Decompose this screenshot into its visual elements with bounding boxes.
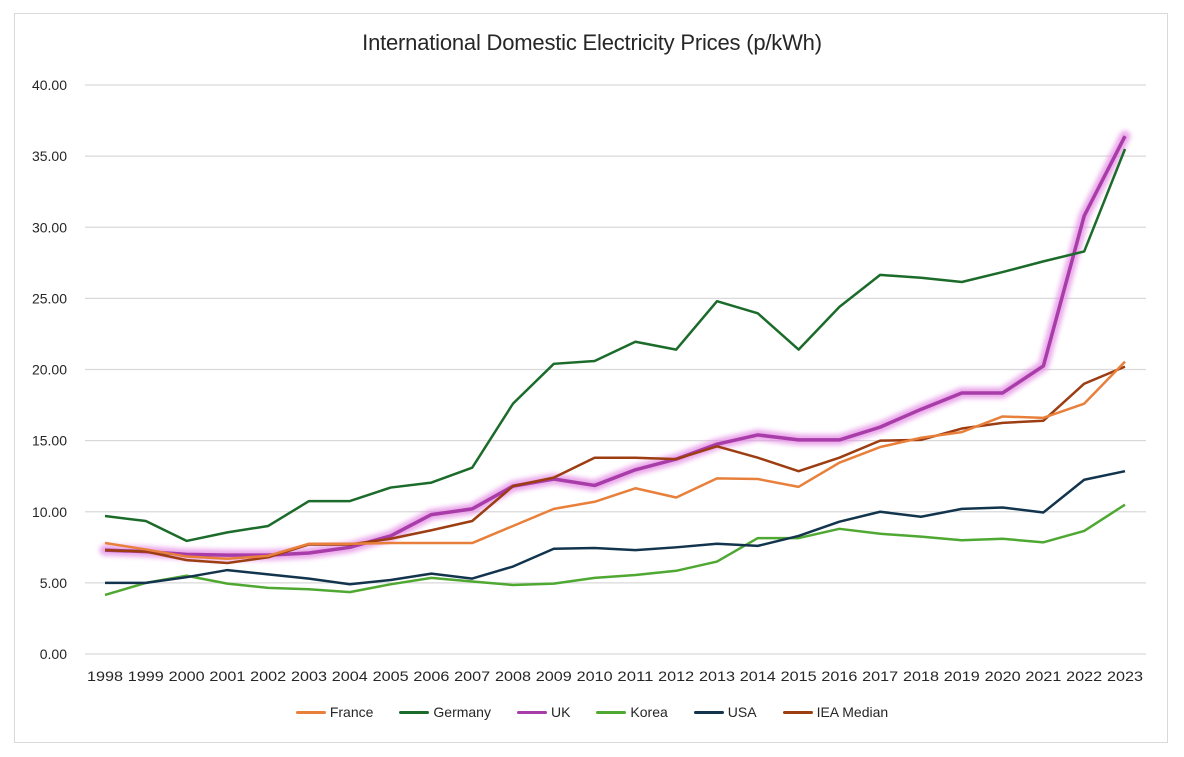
x-tick-label: 2008 [495,668,531,684]
x-tick-label: 2009 [536,668,572,684]
series-line-france [104,360,1126,560]
x-tick-label: 2019 [944,668,980,684]
x-tick-label: 2020 [985,668,1021,684]
x-tick-label: 2018 [903,668,939,684]
legend-item-iea-median: IEA Median [782,704,889,720]
x-tick-label: 2021 [1025,668,1061,684]
x-tick-label: 2022 [1066,668,1102,684]
x-tick-label: 2000 [169,668,205,684]
x-tick-label: 2003 [291,668,327,684]
legend-swatch [782,710,813,714]
x-tick-label: 2023 [1107,668,1143,684]
series-line-usa [105,469,1126,586]
x-tick-label: 2015 [781,668,817,684]
legend-label: Germany [433,704,491,720]
legend-swatch [693,710,724,714]
x-tick-label: 2006 [413,668,449,684]
x-axis-ticks: 1998 1999 2000 2001 2002 2003 2004 2005 2006 2007… [87,668,1143,684]
legend-swatch [516,710,547,714]
legend-item-france: France [295,704,374,720]
legend-swatch [399,710,430,714]
x-tick-label: 1998 [87,668,123,684]
y-tick-label: 10.00 [32,504,67,520]
y-tick-label: 0.00 [40,646,67,662]
chart-title: International Domestic Electricity Price… [362,30,822,55]
y-tick-label: 25.00 [32,290,67,306]
x-tick-label: 2010 [577,668,613,684]
x-tick-label: 1999 [128,668,164,684]
gridlines [85,84,1146,655]
y-tick-label: 5.00 [40,575,67,591]
x-tick-label: 2005 [373,668,409,684]
x-tick-label: 2014 [740,668,776,684]
series-line-uk [104,135,1127,557]
y-tick-label: 30.00 [32,219,67,235]
x-tick-label: 2001 [209,668,245,684]
legend: France Germany UK Korea USA IEA Median [0,704,1184,720]
series-line-iea-median [104,365,1126,565]
x-tick-label: 2011 [617,668,653,684]
x-tick-label: 2012 [658,668,694,684]
x-tick-label: 2013 [699,668,735,684]
series-glow-uk [99,130,1131,561]
legend-swatch [596,710,627,714]
series-line-germany [104,148,1127,543]
x-tick-label: 2016 [821,668,857,684]
y-tick-label: 40.00 [32,77,67,93]
y-tick-label: 15.00 [32,433,67,449]
legend-label: France [329,704,374,720]
y-tick-label: 35.00 [32,148,67,164]
x-tick-label: 2002 [250,668,286,684]
legend-item-germany: Germany [399,704,491,720]
legend-label: Korea [630,704,668,720]
x-tick-label: 2017 [862,668,898,684]
x-tick-label: 2007 [454,668,490,684]
y-axis-ticks: 0.00 5.00 10.00 15.00 20.00 25.00 30.00 35.00 40… [32,77,67,662]
series-line-korea [104,503,1126,597]
chart-frame [14,13,1168,743]
legend-item-uk: UK [516,704,571,720]
x-tick-label: 2004 [332,668,368,684]
legend-label: IEA Median [816,704,889,720]
legend-item-usa: USA [693,704,757,720]
legend-label: UK [550,704,571,720]
y-tick-label: 20.00 [32,362,67,378]
series-lines [99,130,1131,597]
legend-label: USA [727,704,757,720]
legend-item-korea: Korea [596,704,668,720]
legend-swatch [295,710,326,714]
